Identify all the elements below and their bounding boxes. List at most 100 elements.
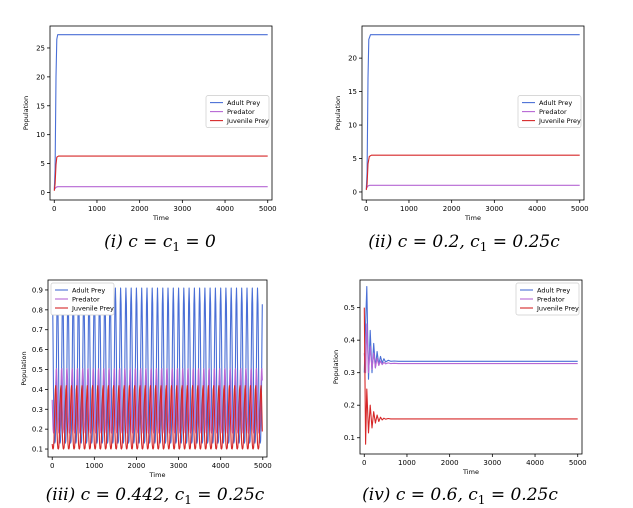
- panel-caption: (ii) c = 0.2, c1 = 0.25c: [368, 232, 560, 254]
- caption-subscript: 1: [478, 493, 486, 507]
- y-tick-label: 0: [353, 188, 357, 196]
- y-tick-label: 10: [36, 131, 45, 139]
- x-tick-label: 0: [362, 459, 366, 467]
- x-tick-label: 2000: [131, 205, 149, 213]
- legend-box: [517, 95, 582, 128]
- caption-roman: (iv): [362, 485, 396, 505]
- y-tick-label: 0: [41, 189, 45, 197]
- x-tick-label: 0: [364, 205, 368, 213]
- y-tick-label: 20: [36, 73, 45, 81]
- y-tick-label: 10: [348, 122, 357, 130]
- x-tick-label: 3000: [485, 205, 503, 213]
- x-tick-label: 1000: [88, 205, 106, 213]
- legend-label: Juvenile Prey: [71, 304, 114, 312]
- y-tick-label: 0.5: [32, 366, 43, 374]
- caption-tail: = 0: [180, 232, 216, 252]
- caption-subscript: 1: [172, 240, 180, 254]
- caption-roman: (ii): [368, 232, 398, 252]
- y-tick-label: 25: [36, 44, 45, 52]
- legend-box: [50, 282, 115, 316]
- x-tick-label: 2000: [441, 459, 459, 467]
- y-tick-label: 0.1: [32, 446, 43, 454]
- chart-panel-1: 0 1000 2000 3000 4000 5000 0 5 10 15 20 25 Time Popul…: [22, 25, 277, 254]
- plot-frame: [47, 279, 268, 458]
- y-tick-label: 0.2: [32, 426, 43, 434]
- x-tick-label: 5000: [259, 205, 277, 213]
- series-line-juvenile-prey: [363, 307, 578, 445]
- x-tick-label: 0: [50, 462, 54, 470]
- x-tick-label: 0: [52, 205, 56, 213]
- x-tick-label: 4000: [216, 205, 234, 213]
- y-tick-label: 0.4: [32, 386, 44, 394]
- x-tick-label: 3000: [170, 462, 188, 470]
- y-axis-label: Population: [22, 96, 30, 130]
- legend-label: Juvenile Prey: [536, 304, 579, 312]
- y-tick-label: 0.1: [344, 434, 355, 442]
- series-line-juvenile-prey: [365, 154, 580, 191]
- series-line-juvenile-prey: [53, 155, 268, 191]
- y-tick-label: 0.5: [344, 304, 355, 312]
- legend-label: Predator: [537, 295, 565, 303]
- y-tick-label: 0.3: [32, 406, 43, 414]
- x-tick-label: 2000: [443, 205, 461, 213]
- panel-caption: (i) c = c1 = 0: [104, 232, 216, 254]
- legend-label: Adult Prey: [537, 286, 570, 294]
- x-tick-label: 5000: [569, 459, 587, 467]
- x-tick-label: 4000: [528, 205, 546, 213]
- caption-subscript: 1: [480, 240, 488, 254]
- y-tick-label: 0.9: [32, 286, 43, 294]
- y-tick-label: 0.8: [32, 306, 43, 314]
- x-tick-label: 3000: [173, 205, 191, 213]
- x-axis-label: Time: [152, 214, 169, 222]
- series-group: [363, 285, 578, 445]
- y-tick-label: 0.6: [32, 346, 44, 354]
- caption-subscript: 1: [184, 493, 192, 507]
- legend-label: Adult Prey: [72, 286, 105, 294]
- x-axis-label: Time: [462, 468, 479, 476]
- legend-box: [205, 95, 270, 128]
- legend-label: Juvenile Prey: [226, 117, 269, 125]
- x-tick-label: 5000: [254, 462, 272, 470]
- y-tick-label: 0.2: [344, 402, 355, 410]
- panel-caption: (iv) c = 0.6, c1 = 0.25c: [362, 485, 558, 507]
- y-tick-label: 15: [348, 88, 357, 96]
- legend-label: Predator: [539, 108, 567, 116]
- plot-frame: [49, 25, 273, 201]
- series-group: [51, 287, 263, 450]
- x-tick-label: 4000: [212, 462, 230, 470]
- chart-panel-3: 0 1000 2000 3000 4000 5000 0.1 0.2 0.3 0.4 0.5 0.6 0…: [20, 279, 272, 507]
- plot-frame: [359, 279, 583, 455]
- y-tick-label: 15: [36, 102, 45, 110]
- caption-roman: (iii): [46, 485, 81, 505]
- legend-label: Adult Prey: [227, 99, 260, 107]
- caption-tail: = 0.25c: [192, 485, 265, 505]
- x-tick-label: 3000: [483, 459, 501, 467]
- caption-roman: (i): [104, 232, 128, 252]
- series-group: [365, 34, 580, 191]
- caption-tail: = 0.25c: [485, 485, 558, 505]
- x-axis-label: Time: [149, 471, 166, 479]
- series-line-adult-prey: [51, 287, 263, 444]
- legend-label: Juvenile Prey: [538, 117, 581, 125]
- x-tick-label: 2000: [128, 462, 146, 470]
- caption-text: c = 0.2, c: [398, 232, 480, 252]
- series-group: [53, 34, 268, 191]
- y-axis-label: Population: [334, 96, 342, 130]
- x-tick-label: 1000: [398, 459, 416, 467]
- series-line-predator: [365, 184, 580, 189]
- caption-tail: = 0.25c: [487, 232, 560, 252]
- x-tick-label: 4000: [526, 459, 544, 467]
- series-line-predator: [363, 323, 578, 374]
- x-axis-label: Time: [464, 214, 481, 222]
- y-axis-label: Population: [20, 351, 28, 385]
- x-tick-label: 1000: [85, 462, 103, 470]
- legend-label: Predator: [227, 108, 255, 116]
- series-line-juvenile-prey: [51, 385, 263, 450]
- y-tick-label: 20: [348, 55, 357, 63]
- y-tick-label: 5: [41, 160, 45, 168]
- y-axis-label: Population: [332, 350, 340, 384]
